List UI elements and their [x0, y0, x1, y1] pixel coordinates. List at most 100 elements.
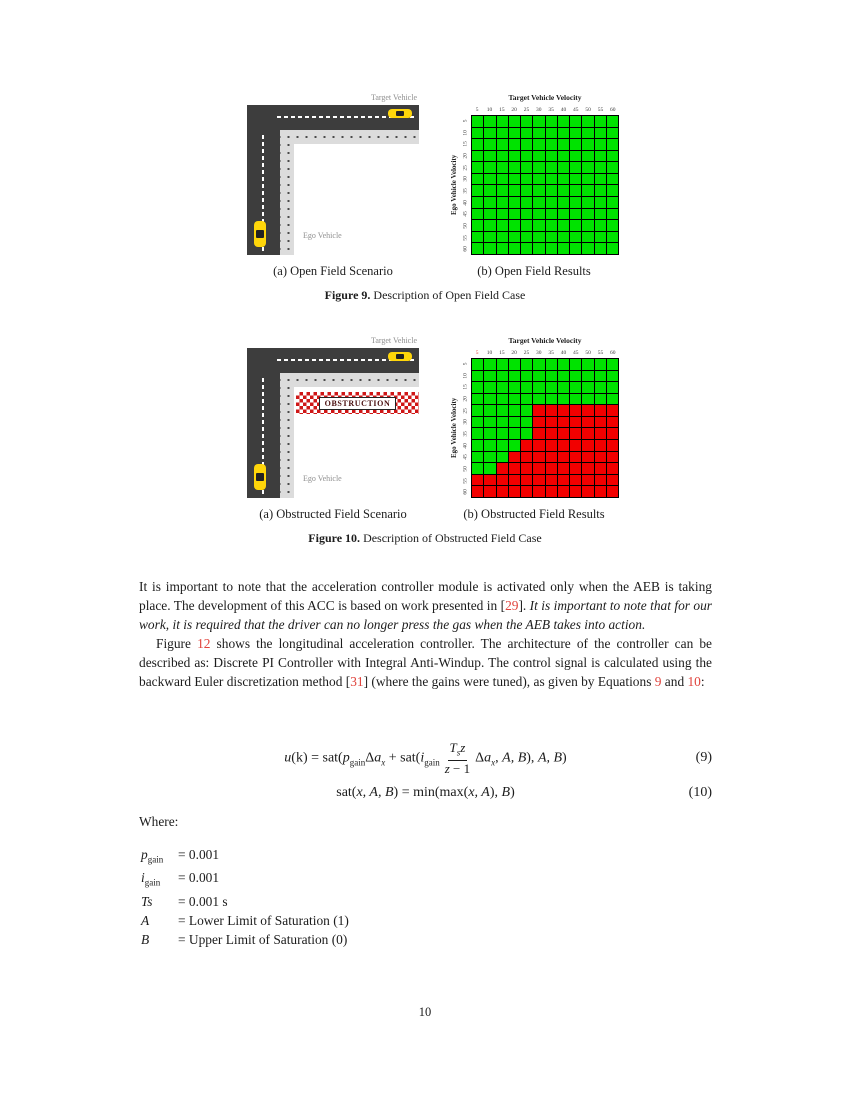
- grid-cell: [533, 127, 545, 139]
- grid-cell: [521, 231, 533, 243]
- parameter-row: B = Upper Limit of Saturation (0): [141, 931, 348, 947]
- y-tick-label: 5: [462, 362, 469, 366]
- grid-cell: [570, 451, 582, 463]
- grid-cell: [606, 220, 618, 231]
- y-tick-label: 20: [462, 153, 469, 159]
- grid-cell: [508, 451, 520, 463]
- x-tick-label: 25: [523, 350, 530, 356]
- y-tick-label: 55: [462, 234, 469, 241]
- grid-cell: [496, 451, 508, 463]
- grid-cell: [606, 486, 618, 497]
- grid-cell: [570, 116, 582, 127]
- grid-cell: [557, 139, 569, 150]
- reference-link[interactable]: 29: [505, 598, 519, 613]
- grid-cell: [521, 416, 533, 428]
- grid-cell: [545, 127, 557, 139]
- grid-cell: [521, 150, 533, 162]
- x-tick-label: 40: [560, 107, 567, 113]
- ego-vehicle-car: [254, 464, 266, 490]
- figure-10a-obstructed-field-scenario: Target Vehicle OBSTRUCTION Ego Vehicle (…: [247, 336, 419, 522]
- grid-cell: [472, 185, 484, 197]
- y-tick-label: 55: [462, 477, 469, 484]
- ego-vehicle-label: Ego Vehicle: [303, 474, 342, 483]
- reference-link[interactable]: 31: [350, 674, 364, 689]
- grid-cell: [496, 150, 508, 162]
- grid-cell: [472, 150, 484, 162]
- grid-cell: [582, 463, 594, 474]
- grid-cell: [508, 428, 520, 440]
- sidewalk-vertical: [280, 130, 294, 255]
- x-tick-label: 35: [548, 107, 554, 113]
- grid-cell: [594, 243, 606, 254]
- reference-link[interactable]: 9: [654, 674, 662, 689]
- grid-cell: [545, 243, 557, 254]
- grid-cell: [606, 370, 618, 382]
- y-tick-label: 30: [462, 176, 469, 182]
- grid-cell: [484, 162, 496, 173]
- x-tick-label: 30: [536, 107, 542, 113]
- x-tick-label: 40: [560, 350, 567, 356]
- subcaption-9b: (b) Open Field Results: [477, 264, 591, 278]
- grid-cell: [557, 208, 569, 220]
- grid-cell: [496, 382, 508, 393]
- grid-cell: [606, 173, 618, 185]
- grid-cell: [545, 150, 557, 162]
- grid-cell: [570, 405, 582, 416]
- grid-cell: [606, 231, 618, 243]
- grid-cell: [521, 243, 533, 254]
- grid-cell: [533, 208, 545, 220]
- grid-cell: [545, 393, 557, 405]
- grid-cell: [508, 405, 520, 416]
- grid-cell: [521, 428, 533, 440]
- x-tick-label: 50: [585, 350, 591, 356]
- grid-cell: [557, 416, 569, 428]
- grid-cell: [533, 440, 545, 451]
- x-tick-label: 45: [573, 350, 579, 356]
- grid-cell: [582, 208, 594, 220]
- grid-cell: [508, 116, 520, 127]
- grid-cell: [545, 220, 557, 231]
- road-center-dashes-horizontal: [277, 359, 417, 361]
- grid-cell: [484, 474, 496, 486]
- grid-cell: [570, 185, 582, 197]
- reference-link[interactable]: 10: [687, 674, 701, 689]
- grid-cell: [606, 393, 618, 405]
- grid-cell: [496, 185, 508, 197]
- x-tick-label: 55: [597, 350, 604, 356]
- x-tick-label: 5: [475, 107, 479, 113]
- grid-cell: [606, 139, 618, 150]
- grid-cell: [594, 231, 606, 243]
- grid-cell: [606, 416, 618, 428]
- grid-cell: [594, 208, 606, 220]
- grid-cell: [508, 173, 520, 185]
- y-tick-label: 50: [462, 466, 469, 472]
- road-center-dashes-vertical: [262, 378, 264, 496]
- grid-cell: [557, 220, 569, 231]
- grid-cell: [484, 405, 496, 416]
- grid-cell: [484, 393, 496, 405]
- reference-link[interactable]: 12: [197, 636, 211, 651]
- grid-cell: [533, 428, 545, 440]
- page-number: 10: [418, 1005, 432, 1019]
- y-tick-label: 50: [462, 223, 469, 229]
- grid-cell: [484, 416, 496, 428]
- grid-cell: [545, 474, 557, 486]
- road-center-dashes-vertical: [262, 135, 264, 253]
- grid-cell: [484, 463, 496, 474]
- grid-cell: [557, 393, 569, 405]
- grid-cell: [533, 231, 545, 243]
- y-tick-label: 60: [462, 246, 469, 252]
- x-tick-label: 30: [536, 350, 542, 356]
- grid-cell: [496, 428, 508, 440]
- grid-cell: [570, 428, 582, 440]
- grid-cell: [545, 416, 557, 428]
- obstruction-label: OBSTRUCTION: [318, 396, 397, 410]
- figure-9b-open-field-results: Target Vehicle Velocity Ego Vehicle Velo…: [449, 93, 619, 279]
- grid-cell: [582, 220, 594, 231]
- grid-cell: [484, 382, 496, 393]
- grid-cell: [606, 150, 618, 162]
- grid-cell: [582, 370, 594, 382]
- grid-cell: [582, 116, 594, 127]
- grid-cell: [533, 382, 545, 393]
- grid-cell: [582, 197, 594, 208]
